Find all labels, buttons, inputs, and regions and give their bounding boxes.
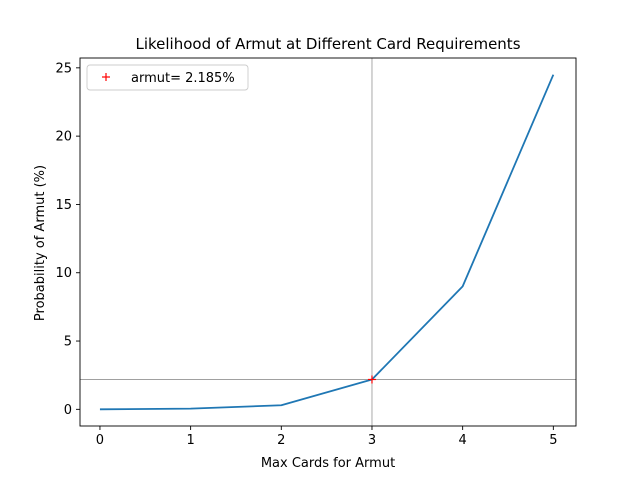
y-tick-label: 25 [55,61,72,76]
y-tick-label: 0 [64,403,72,418]
legend: armut= 2.185% [86,64,249,91]
legend-label: armut= 2.185% [131,71,235,86]
x-axis-label: Max Cards for Armut [261,456,395,471]
x-tick-label: 0 [96,433,104,448]
x-tick-label: 3 [368,433,376,448]
highlight-marker [367,375,376,384]
series-line-0 [99,74,555,411]
chart-title: Likelihood of Armut at Different Card Re… [135,35,520,53]
legend-marker [102,73,110,81]
y-tick-label: 20 [55,130,72,145]
y-tick-label: 15 [55,198,72,213]
y-axis-label: Probability of Armut (%) [33,165,48,321]
x-tick-label: 1 [186,433,194,448]
x-tick-label: 4 [459,433,467,448]
y-tick-label: 5 [64,335,72,350]
axes-frame [79,57,577,427]
x-tick-label: 2 [277,433,285,448]
x-tick-label: 5 [549,433,557,448]
y-tick-label: 10 [55,266,72,281]
legend-box [86,64,249,91]
plot-area: 0 1 2 3 4 5 0 5 10 15 20 25 armut= 2.185% [55,57,577,448]
